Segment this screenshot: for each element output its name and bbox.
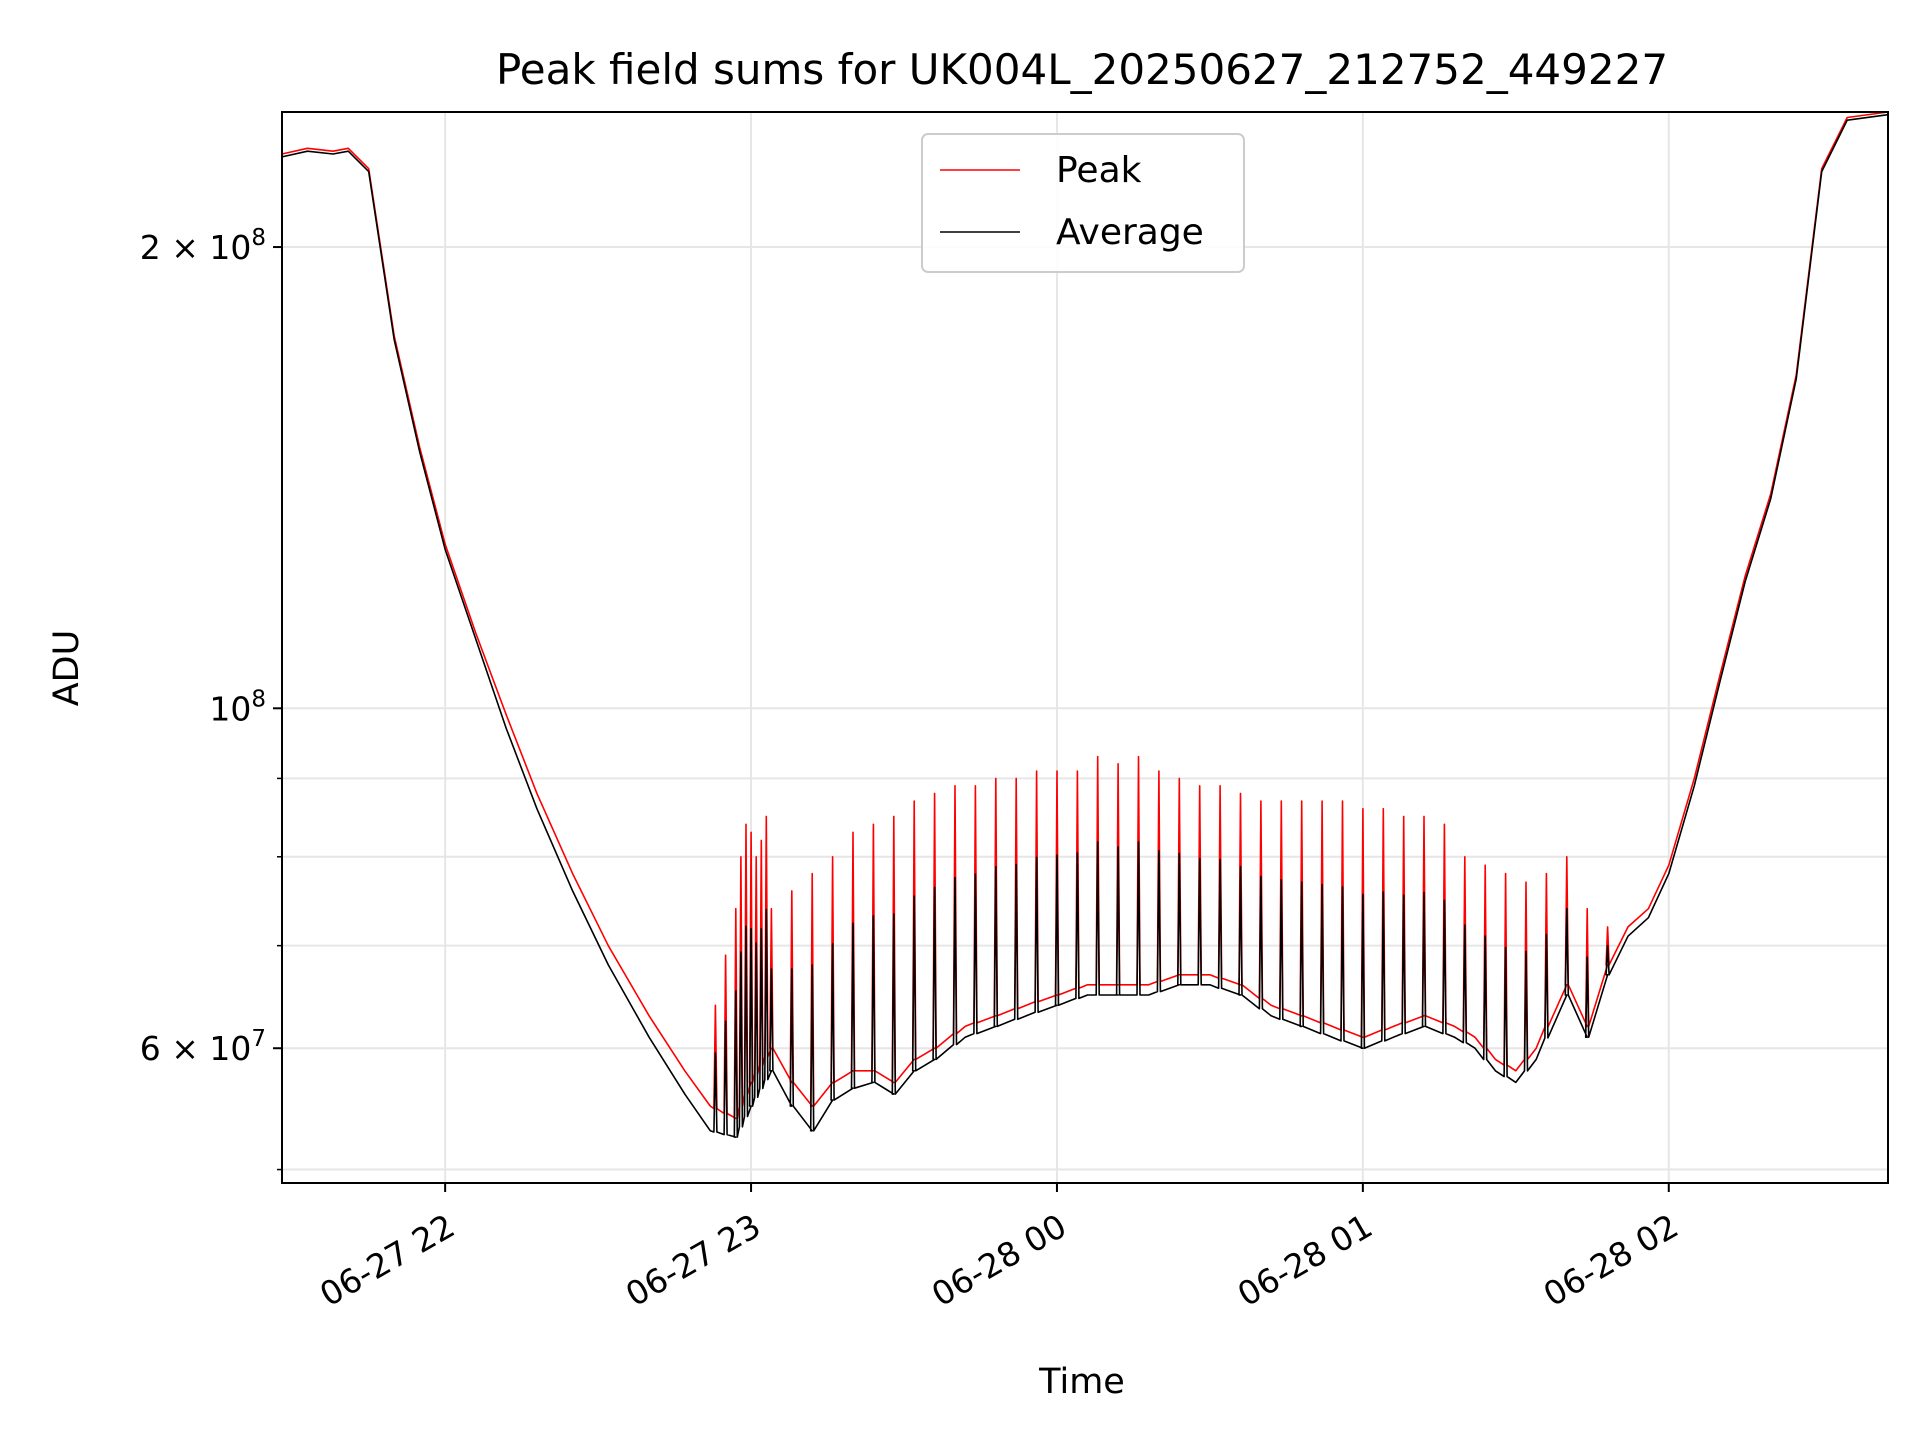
plot-frame bbox=[281, 111, 1889, 1184]
y-axis-label: ADU bbox=[47, 630, 87, 707]
legend-label-average: Average bbox=[1056, 212, 1204, 253]
legend: Peak Average bbox=[921, 133, 1245, 273]
y-tick-label: 2 × 108 bbox=[140, 225, 266, 267]
y-tick-label: 108 bbox=[209, 686, 266, 728]
y-tick-label: 6 × 107 bbox=[140, 1026, 266, 1068]
legend-box bbox=[921, 133, 1245, 273]
series-lines bbox=[281, 111, 1889, 1138]
chart-title: Peak field sums for UK004L_20250627_2127… bbox=[496, 45, 1668, 94]
x-axis-label: Time bbox=[1038, 1362, 1125, 1402]
legend-label-peak: Peak bbox=[1056, 150, 1142, 191]
series-line-average bbox=[281, 113, 1889, 1138]
